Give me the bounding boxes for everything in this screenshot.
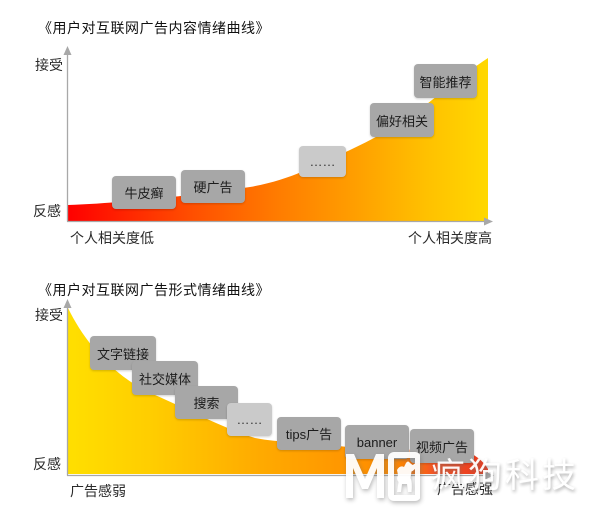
chart1-x-axis-left-label: 个人相关度低 xyxy=(70,230,154,246)
chart1-x-axis-right-label: 个人相关度高 xyxy=(408,230,492,246)
chart1-area-fill xyxy=(68,58,488,221)
chart2-label-box: 视频广告 xyxy=(410,429,474,463)
chart1-label-box: 牛皮癣 xyxy=(112,176,176,209)
chart2-label-box: tips广告 xyxy=(277,417,341,450)
chart1-y-axis-top-label: 接受 xyxy=(35,57,63,73)
chart2-y-axis-arrow-icon xyxy=(63,299,72,308)
chart1-y-axis-bottom-label: 反感 xyxy=(33,203,61,219)
chart1-label-box: 智能推荐 xyxy=(414,64,477,98)
chart2-x-axis-left-label: 广告感弱 xyxy=(70,483,126,499)
chart1-title: 《用户对互联网广告内容情绪曲线》 xyxy=(38,20,270,36)
chart1-label-box: 偏好相关 xyxy=(370,103,434,137)
chart2-label-box: 文字链接 xyxy=(90,336,156,370)
chart1-plot-area xyxy=(63,46,493,226)
chart2-y-axis-top-label: 接受 xyxy=(35,307,63,323)
chart2-y-axis-bottom-label: 反感 xyxy=(33,456,61,472)
chart2-area-fill xyxy=(68,308,488,474)
chart2-label-box: 搜索 xyxy=(175,386,238,419)
chart2-label-box: banner xyxy=(345,425,409,459)
chart2-label-box: 社交媒体 xyxy=(132,361,198,395)
chart2-x-axis-right-label: 广告感强 xyxy=(437,481,493,497)
chart2-title: 《用户对互联网广告形式情绪曲线》 xyxy=(38,282,270,298)
chart1-y-axis-arrow-icon xyxy=(63,46,72,55)
chart1-x-axis-arrow-icon xyxy=(484,217,493,226)
chart2-label-box-ellipsis: …… xyxy=(227,403,272,436)
chart1-label-box-ellipsis: …… xyxy=(299,146,346,177)
chart1-label-box: 硬广告 xyxy=(181,170,245,203)
chart2-x-axis-arrow-icon xyxy=(485,471,494,480)
